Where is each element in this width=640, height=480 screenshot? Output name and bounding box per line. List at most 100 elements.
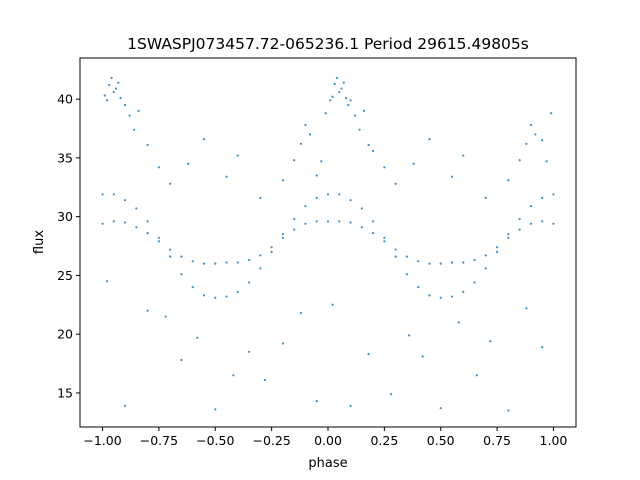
data-point [367,353,370,356]
data-point [259,254,262,257]
data-point [450,295,454,298]
data-point [315,400,318,403]
data-point [529,123,533,127]
data-point [202,262,206,265]
data-point [320,160,323,163]
data-point [137,109,140,112]
data-point [105,99,109,102]
data-point [103,94,106,97]
data-point [371,220,375,223]
data-point [525,142,528,145]
data-point [299,142,303,145]
y-tick-label: 15 [57,385,73,400]
data-point [293,159,296,162]
data-point [371,232,375,235]
data-point [202,137,206,141]
data-point [270,246,273,249]
data-point [326,193,330,196]
data-point [338,90,341,94]
data-point [518,228,521,231]
data-point [507,409,510,412]
x-tick-label: 0.25 [370,433,398,448]
data-point [329,99,332,102]
data-point [541,139,544,142]
data-point [450,175,454,178]
y-axis: 15 20 25 30 35 40 [57,92,80,400]
data-point [169,182,172,185]
x-tick-label: −0.25 [252,433,290,448]
data-point [473,281,476,284]
x-tick-label: 0.75 [483,433,511,448]
data-point [349,404,352,407]
x-tick-label: −0.75 [140,433,178,448]
data-point [308,133,312,136]
data-point [421,355,424,358]
data-point [507,236,510,239]
data-point [236,154,239,157]
data-point [133,128,136,131]
data-point [146,309,149,312]
data-point [114,87,118,90]
data-point [214,296,217,299]
data-point [367,143,370,147]
data-point [281,236,285,239]
data-point [247,350,251,353]
data-point [157,240,161,243]
data-point [552,222,555,225]
data-point [541,345,544,349]
data-point [225,261,228,264]
data-point [117,81,120,84]
data-point [371,149,375,152]
data-point [439,262,442,265]
y-tick-label: 40 [57,92,73,107]
data-point [259,196,262,199]
data-point [408,334,411,337]
data-point [180,255,183,258]
data-point [545,160,548,163]
data-point [347,103,350,107]
data-point [128,114,131,117]
data-point [157,236,161,239]
data-point [315,196,318,199]
data-point [281,233,285,236]
data-point [518,159,521,162]
data-point [484,267,487,270]
data-point [119,96,122,100]
data-point [417,260,420,263]
data-point [484,196,487,199]
data-point [439,407,442,410]
data-point [525,307,528,310]
data-point [394,255,397,258]
data-points [101,76,555,412]
x-tick-label: −1.00 [83,433,121,448]
data-point [191,260,194,263]
data-point [340,87,343,90]
data-point [349,221,352,224]
data-point [110,76,113,80]
data-point [180,358,183,362]
data-point [135,226,138,229]
data-point [225,175,228,178]
data-point [412,162,415,165]
data-point [299,311,303,315]
data-point [324,112,327,115]
data-point [457,321,460,324]
data-point [263,378,266,382]
data-point [281,342,285,345]
data-point [123,103,127,107]
data-point [358,128,361,131]
data-point [462,154,465,157]
data-point [405,273,409,276]
data-point [293,228,296,231]
y-tick-label: 30 [57,209,73,224]
data-point [518,217,521,221]
data-point [439,296,442,299]
data-point [123,221,127,224]
data-point [247,259,251,262]
data-point [383,240,386,243]
data-point [191,286,194,289]
data-point [475,374,478,377]
data-point [169,248,172,251]
data-point [495,250,499,253]
data-point [331,95,334,98]
